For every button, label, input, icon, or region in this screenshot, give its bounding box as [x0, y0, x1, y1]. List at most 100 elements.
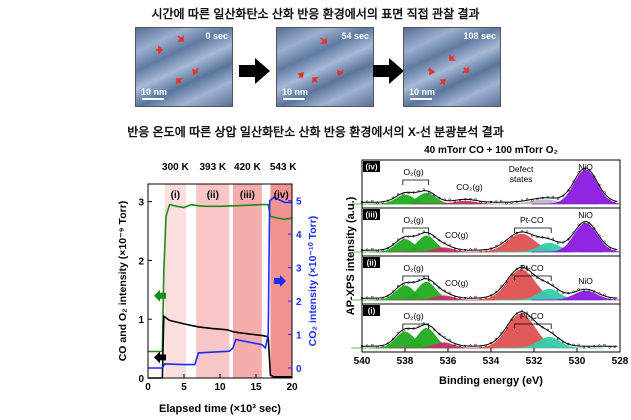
red-arrows-icon	[297, 37, 344, 84]
xps-data-point	[458, 296, 462, 300]
xps-data-point	[396, 238, 400, 241]
xps-data-point	[438, 332, 441, 336]
xps-data-point	[448, 243, 451, 247]
xps-data-point	[510, 235, 513, 238]
xps-data-point	[593, 175, 596, 178]
xps-data-point	[556, 241, 560, 245]
xps-data-point	[525, 311, 529, 314]
x-tick-label: 10	[214, 382, 226, 393]
y-tick-right-label: 1	[296, 331, 302, 342]
xps-data-point	[479, 297, 482, 301]
doublet-bracket	[514, 323, 552, 329]
xps-data-point	[556, 197, 560, 201]
xps-annotation: Pt-CO	[520, 263, 544, 273]
xps-data-point	[427, 325, 431, 328]
series-line	[148, 203, 293, 353]
x-tick-label: 528	[612, 356, 629, 367]
xps-data-point	[587, 345, 591, 348]
xps-data-point	[546, 196, 549, 199]
stm-image-3: 108 sec 10 nm	[403, 27, 501, 107]
xps-data-point	[381, 296, 384, 300]
xps-data-point	[422, 276, 426, 279]
xps-data-point	[525, 230, 529, 233]
xps-envelope	[362, 220, 618, 251]
xps-data-point	[577, 343, 580, 346]
series-line	[148, 196, 292, 369]
xps-data-point	[407, 281, 410, 285]
x-tick-label: 530	[569, 356, 586, 367]
xps-data-point	[391, 243, 395, 246]
xps-data-point	[551, 283, 555, 286]
scale-bar	[410, 98, 432, 100]
xps-data-point	[587, 168, 591, 172]
xps-data-point	[603, 343, 606, 347]
xps-data-point	[417, 233, 420, 236]
y-axis-label: AP-XPS intensity (a.u.)	[345, 196, 357, 315]
xps-data-point	[495, 290, 498, 293]
xps-data-point	[376, 250, 379, 253]
xps-data-point	[510, 318, 513, 321]
xps-data-point	[520, 199, 524, 202]
xps-data-point	[448, 291, 451, 294]
xps-data-point	[484, 296, 487, 299]
xps-data-point	[577, 223, 580, 226]
xps-data-point	[598, 234, 601, 237]
xps-annotation: O₂(g)	[403, 167, 423, 177]
y-tick-left-label: 0	[138, 374, 144, 385]
xps-data-point	[598, 183, 601, 187]
xps-data-point	[366, 296, 369, 299]
xps-data-point	[541, 279, 544, 282]
xps-data-point	[582, 168, 586, 171]
xps-data-point	[479, 250, 482, 253]
xps-panel: (iii) O₂(g) CO(g) Pt-CO NiO	[351, 207, 621, 257]
xps-data-point	[422, 230, 426, 233]
x-tick-label: 15	[250, 382, 262, 393]
xps-envelope	[362, 266, 618, 299]
y-tick-left-label: 2	[138, 256, 144, 267]
xps-data-point	[525, 197, 529, 201]
xps-data-point	[479, 201, 482, 204]
xps-annotation: Pt-CO	[520, 311, 544, 321]
panel-label-bg	[363, 161, 380, 172]
xps-data-point	[381, 249, 384, 252]
xps-data-point	[587, 222, 591, 225]
xps-data-point	[505, 240, 508, 243]
xps-data-point	[412, 281, 415, 284]
right-arrow-icon	[239, 58, 270, 84]
xps-data-point	[551, 331, 555, 334]
x-tick-label: 20	[286, 382, 298, 393]
xps-data-point	[593, 345, 596, 348]
xps-data-point	[572, 290, 575, 293]
xps-data-point	[572, 343, 575, 346]
temperature-region	[232, 184, 262, 378]
xps-data-point	[396, 331, 400, 334]
xps-data-point	[453, 200, 457, 203]
temperature-region	[164, 184, 187, 378]
xps-annotation: states	[510, 174, 533, 184]
xps-data-point	[484, 248, 487, 252]
xps-data-point	[474, 343, 477, 347]
xps-data-point	[489, 342, 493, 345]
panel-label: (ii)	[367, 259, 377, 268]
xps-data-point	[582, 289, 586, 292]
x-tick-label: 540	[354, 356, 371, 367]
xps-data-point	[458, 248, 462, 252]
xps-data-point	[412, 191, 415, 194]
scale-bar	[283, 98, 305, 100]
xps-data-point	[608, 198, 611, 201]
xps-data-point	[556, 289, 560, 292]
xps-data-point	[391, 337, 395, 340]
xps-data-point	[567, 238, 570, 241]
xps-data-point	[536, 235, 539, 239]
xps-data-point	[443, 289, 446, 292]
xps-data-point	[541, 326, 544, 329]
xps-data-point	[608, 346, 611, 349]
y-tick-left-label: 1	[138, 315, 144, 326]
xps-data-point	[433, 282, 436, 285]
xps-data-point	[479, 345, 482, 349]
gas-intensity-chart: 0 5 10 15 20 0 1 2 3 0 1 2 3 4 5 Elapsed time (×10³ sec…	[117, 162, 319, 415]
xps-annotation: Pt-CO	[520, 215, 544, 225]
xps-data-point	[546, 281, 549, 284]
xps-data-point	[505, 326, 508, 330]
xps-panel: (i) O₂(g) Pt-CO	[351, 303, 621, 353]
